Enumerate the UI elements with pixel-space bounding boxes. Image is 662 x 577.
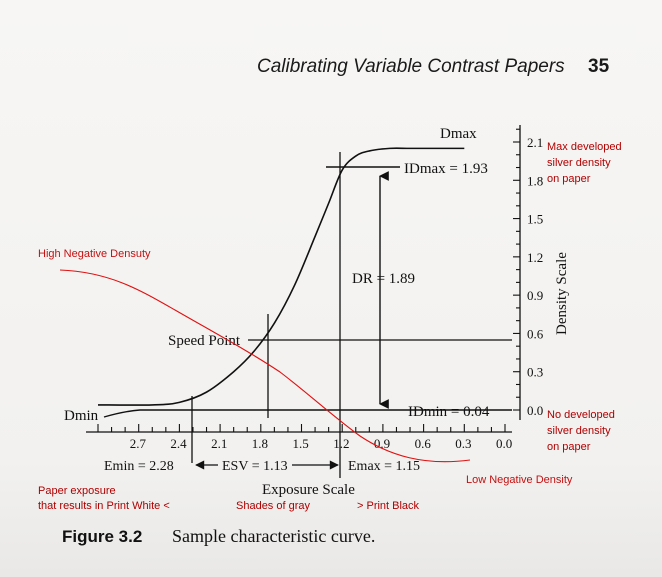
x-tick-label: 0.6 [415, 436, 432, 451]
characteristic-curve [97, 147, 465, 406]
paper-exposure-note-line1: Paper exposure [38, 485, 116, 497]
x-axis-minor-ticks [97, 424, 506, 432]
figure-caption: Sample characteristic curve. [172, 526, 375, 546]
y-tick-label: 0.6 [527, 326, 544, 341]
x-tick-label: 2.7 [130, 436, 147, 451]
max-developed-note-line2: silver density [547, 157, 611, 169]
x-tick-label: 2.4 [170, 436, 187, 451]
y-tick-label: 1.2 [527, 250, 543, 265]
page-header-title: Calibrating Variable Contrast Papers [257, 56, 565, 77]
y-tick-label: 2.1 [527, 135, 543, 150]
x-tick-label: 1.5 [293, 436, 309, 451]
max-developed-note-line3: on paper [547, 173, 591, 185]
y-tick-label: 1.5 [527, 212, 543, 227]
emax-label: Emax = 1.15 [348, 459, 420, 474]
esv-label: ESV = 1.13 [222, 459, 288, 474]
negative-density-annotation-line [59, 269, 471, 463]
page-number: 35 [588, 56, 610, 77]
idmax-label: IDmax = 1.93 [404, 161, 488, 177]
print-black-note: > Print Black [357, 500, 420, 512]
figure-number: Figure 3.2 [62, 527, 142, 546]
no-developed-note-line3: on paper [547, 441, 591, 453]
no-developed-note-line2: silver density [547, 425, 611, 437]
y-tick-label: 1.8 [527, 173, 543, 188]
dmin-baseline [103, 409, 376, 418]
high-negative-density-note: High Negative Densuty [38, 248, 151, 260]
max-developed-note-line1: Max developed [547, 141, 622, 153]
y-tick-label: 0.3 [527, 365, 543, 380]
x-axis-label: Exposure Scale [262, 482, 355, 498]
dmax-label: Dmax [440, 126, 477, 142]
low-negative-density-note: Low Negative Density [466, 474, 573, 486]
y-axis-minor-ticks [513, 128, 520, 411]
x-tick-label: 1.2 [333, 436, 349, 451]
y-tick-label: 0.0 [527, 403, 543, 418]
x-tick-label: 0.0 [496, 436, 512, 451]
x-tick-label: 0.9 [374, 436, 390, 451]
paper-exposure-note-line2: that results in Print White < [38, 500, 170, 512]
y-tick-label: 0.9 [527, 288, 543, 303]
dr-label: DR = 1.89 [352, 271, 415, 287]
shades-of-gray-note: Shades of gray [236, 500, 310, 512]
dmin-label: Dmin [64, 408, 99, 424]
x-axis-tick-labels: 2.7 2.4 2.1 1.8 1.5 1.2 0.9 0.6 0.3 0.0 [130, 436, 513, 451]
x-tick-label: 2.1 [211, 436, 227, 451]
y-axis-label: Density Scale [554, 252, 570, 335]
no-developed-note-line1: No developed [547, 409, 615, 421]
x-tick-label: 0.3 [455, 436, 471, 451]
emin-label: Emin = 2.28 [104, 459, 174, 474]
y-axis-tick-labels: 0.0 0.3 0.6 0.9 1.2 1.5 1.8 2.1 [527, 135, 544, 418]
x-tick-label: 1.8 [252, 436, 268, 451]
idmin-label: IDmin = 0.04 [408, 404, 490, 420]
